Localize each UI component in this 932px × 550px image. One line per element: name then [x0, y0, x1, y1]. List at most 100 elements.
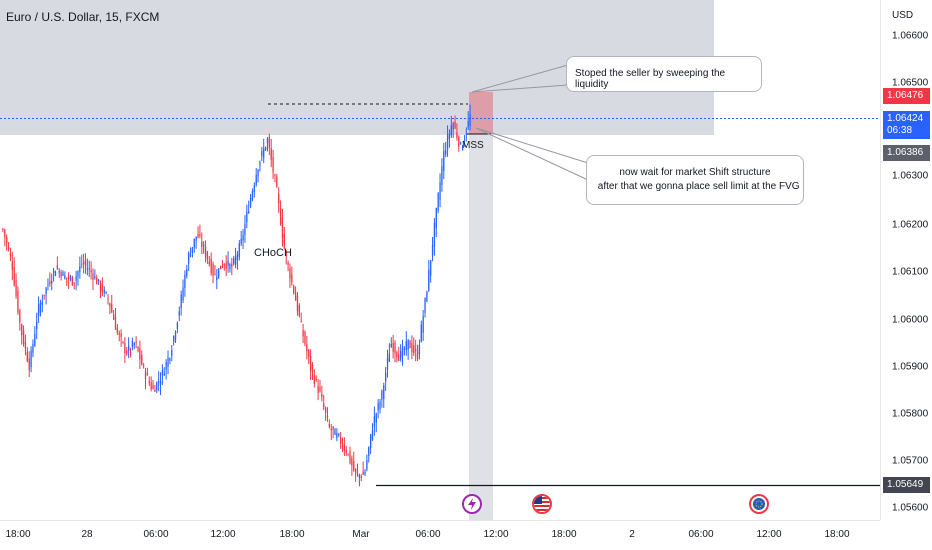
- candle-body: [339, 437, 342, 444]
- candle-body: [353, 461, 355, 471]
- price-tick: 1.06600: [892, 30, 929, 42]
- candle-body: [189, 255, 192, 257]
- candle-body: [253, 185, 255, 193]
- candle-body: [448, 133, 451, 139]
- candle-body: [293, 285, 295, 293]
- high-price-tag[interactable]: 1.06476: [883, 88, 930, 104]
- candle-body: [343, 444, 346, 451]
- candle-body: [469, 114, 471, 126]
- candle-body: [199, 234, 201, 236]
- candle-body: [435, 207, 437, 229]
- candle-body: [383, 385, 385, 399]
- time-tick: 18:00: [551, 529, 577, 540]
- candle-body: [84, 259, 87, 266]
- time-axis[interactable]: [0, 520, 880, 550]
- candle-body: [24, 342, 27, 349]
- candle-body: [39, 303, 42, 313]
- candle-body: [163, 373, 165, 376]
- candle-body: [62, 271, 64, 277]
- candle-body: [409, 340, 411, 349]
- candle-body: [308, 349, 310, 357]
- candle-body: [32, 344, 34, 353]
- callout-bottom-pointer-a: [475, 127, 589, 164]
- candle-body: [306, 344, 308, 352]
- candle-body: [139, 348, 141, 360]
- candle-body: [349, 451, 351, 463]
- candle-body: [105, 292, 107, 294]
- candle-body: [233, 258, 235, 264]
- candle-body: [354, 468, 357, 473]
- candle-body: [22, 330, 25, 345]
- time-tick: 18:00: [279, 529, 305, 540]
- symbol-title[interactable]: Euro / U.S. Dollar, 15, FXCM: [6, 10, 160, 24]
- candle-body: [407, 339, 409, 351]
- candle-body: [276, 176, 278, 188]
- callout-bottom[interactable]: now wait for market Shift structure afte…: [586, 155, 804, 205]
- candle-body: [221, 266, 224, 268]
- candle-body: [289, 268, 291, 279]
- candle-body: [7, 247, 10, 249]
- candle-body: [291, 274, 293, 282]
- price-tick: 1.05600: [892, 502, 929, 514]
- candle-body: [71, 276, 74, 286]
- candle-body: [302, 329, 304, 337]
- chart-area[interactable]: Euro / U.S. Dollar, 15, FXCM CHoCH MSS S…: [0, 0, 880, 520]
- candle-body: [231, 263, 233, 268]
- candle-body: [111, 304, 113, 313]
- bolt-icon[interactable]: [462, 494, 482, 514]
- candle-body: [156, 382, 158, 390]
- candle-body: [420, 324, 422, 342]
- candle-body: [58, 270, 60, 273]
- candle-body: [206, 251, 209, 260]
- candle-body: [356, 473, 359, 475]
- candle-body: [159, 381, 162, 385]
- candle-body: [73, 282, 75, 284]
- candle-body: [129, 349, 132, 351]
- candle-body: [165, 362, 167, 370]
- candle-body: [326, 415, 329, 418]
- candle-body: [97, 279, 100, 281]
- price-axis[interactable]: [880, 0, 932, 520]
- mid-price-tag[interactable]: 1.06386: [883, 145, 930, 161]
- candle-body: [171, 350, 173, 356]
- candle-body: [133, 343, 135, 346]
- current-price-tag[interactable]: 1.06424 06:38: [883, 111, 930, 139]
- candle-body: [28, 358, 30, 371]
- candle-body: [454, 121, 456, 129]
- callout-top[interactable]: Stoped the seller by sweeping the liquid…: [566, 56, 762, 92]
- candle-body: [90, 270, 92, 273]
- candle-body: [416, 352, 419, 359]
- candle-body: [191, 247, 194, 253]
- us-flag-glyph: [534, 496, 550, 512]
- candle-body: [279, 208, 282, 225]
- candle-body: [396, 352, 398, 358]
- candle-body: [126, 350, 128, 355]
- candle-body: [426, 291, 428, 302]
- candle-body: [195, 236, 197, 241]
- target-zone-highlight: [469, 92, 493, 520]
- candle-body: [9, 253, 12, 256]
- candle-body: [264, 147, 267, 150]
- globe-icon[interactable]: [749, 494, 769, 514]
- candle-body: [465, 133, 467, 135]
- candle-body: [369, 434, 372, 448]
- candle-body: [328, 424, 331, 427]
- candle-body: [422, 316, 424, 333]
- candle-body: [52, 270, 55, 273]
- candle-body: [141, 354, 143, 365]
- low-price-tag[interactable]: 1.05649: [883, 477, 930, 493]
- candle-body: [368, 447, 370, 457]
- candle-body: [47, 284, 49, 286]
- candle-body: [377, 403, 379, 411]
- candle-body: [338, 433, 340, 435]
- candle-body: [197, 234, 199, 238]
- candle-body: [193, 238, 195, 248]
- candle-body: [430, 260, 432, 276]
- candle-body: [319, 387, 321, 392]
- us-flag-icon[interactable]: [532, 494, 552, 514]
- candle-body: [285, 251, 287, 257]
- candle-body: [336, 433, 338, 439]
- candle-body: [69, 277, 72, 279]
- candle-body: [124, 343, 126, 353]
- candle-body: [172, 336, 175, 342]
